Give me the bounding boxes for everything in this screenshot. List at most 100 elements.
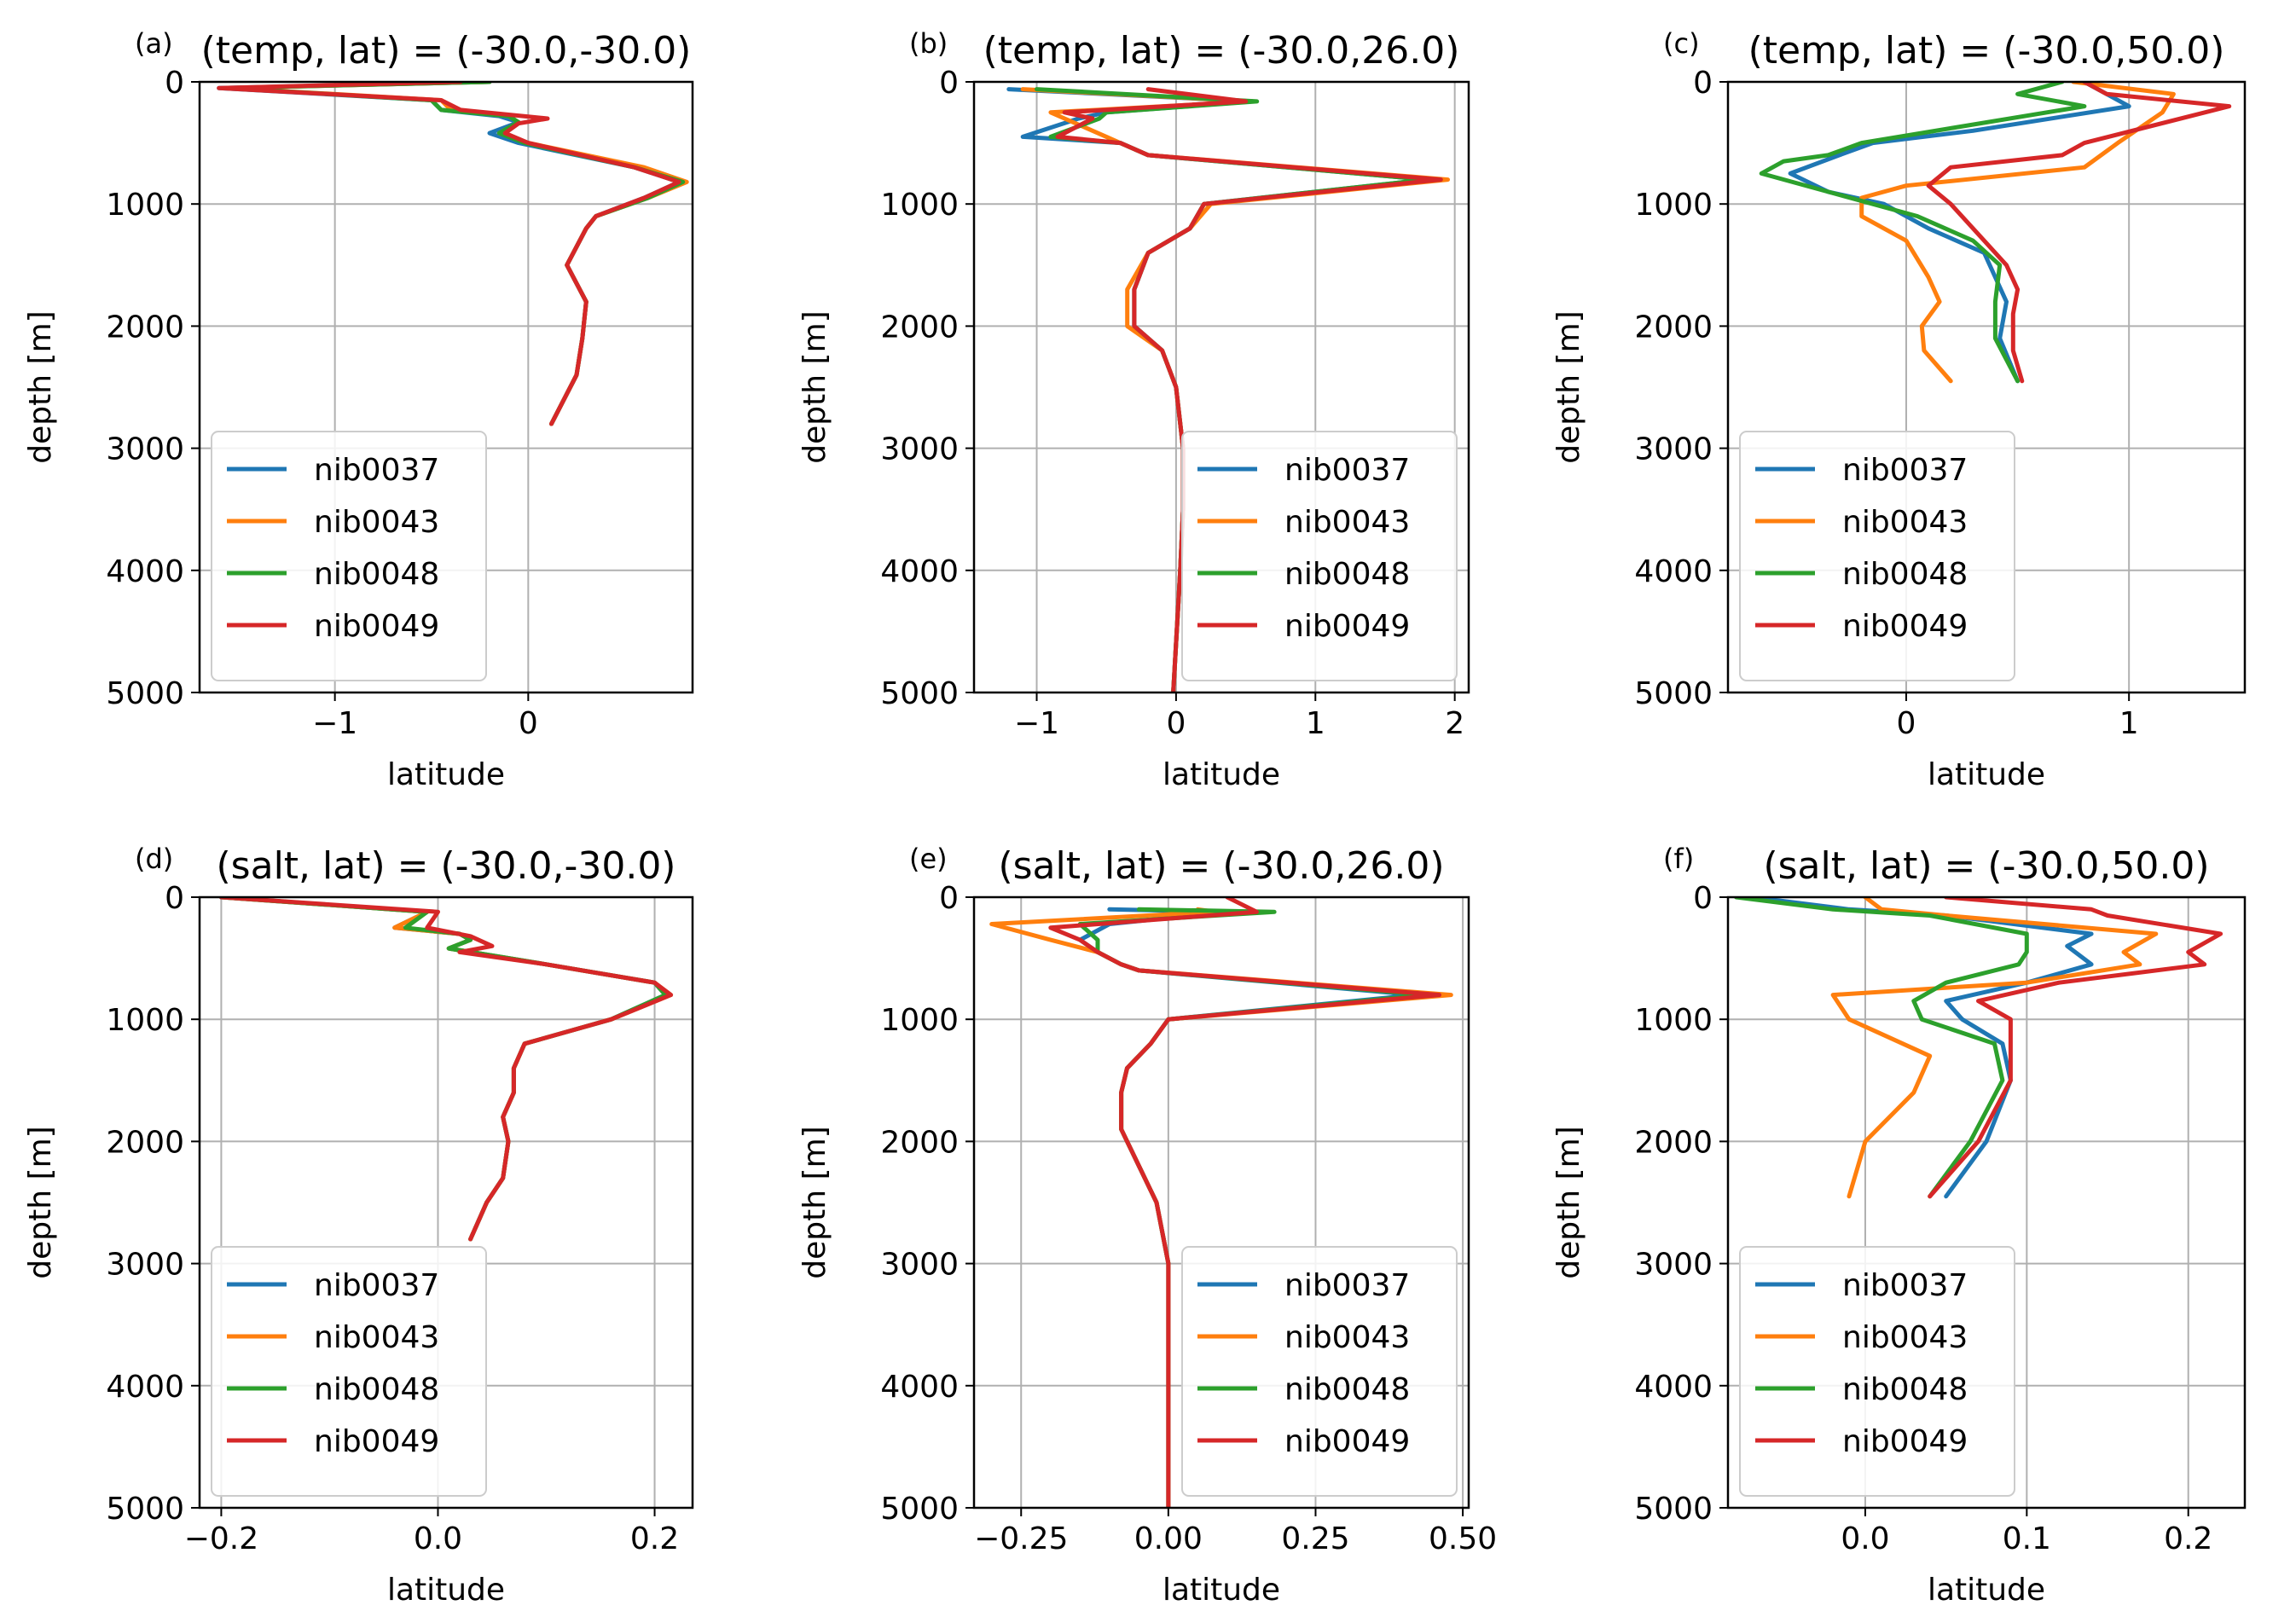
- x-axis-label: latitude: [387, 1573, 505, 1608]
- chart-title: (temp, lat) = (-30.0,-30.0): [201, 29, 692, 72]
- series-line-nib0049: [1048, 897, 1441, 1508]
- legend-box: [1181, 1246, 1458, 1497]
- y-tick-label: 3000: [880, 432, 959, 467]
- y-axis-label: depth [m]: [797, 310, 832, 463]
- legend-label: nib0049: [1842, 1424, 1968, 1459]
- legend-label: nib0048: [1284, 557, 1410, 592]
- y-tick-label: 3000: [106, 1248, 184, 1283]
- series-line-nib0043: [1859, 82, 2176, 384]
- y-tick-label: 5000: [880, 676, 959, 711]
- chart-title: (temp, lat) = (-30.0,26.0): [983, 29, 1460, 72]
- x-tick-label: 0.25: [1281, 1521, 1349, 1556]
- legend-label: nib0049: [1284, 609, 1410, 644]
- panel-b: −1 0 1 2 0 1000 2000 3000 4000 5000 latitude depth …: [797, 27, 1470, 792]
- y-tick-label: 1000: [880, 188, 959, 223]
- series-line-nib0049: [217, 82, 681, 426]
- legend-label: nib0037: [1284, 453, 1410, 488]
- legend-label: nib0048: [314, 557, 439, 592]
- legend: nib0037 nib0043 nib0048 nib0049: [1739, 1246, 2015, 1497]
- series-group: [1734, 897, 2224, 1199]
- series-line-nib0049: [218, 897, 674, 1242]
- legend: nib0037 nib0043 nib0048 nib0049: [1181, 431, 1458, 681]
- axes-frame: [1726, 895, 2247, 1510]
- x-tick-label: −0.2: [184, 1521, 258, 1556]
- y-tick-label: 0: [165, 881, 184, 916]
- x-axis-label: latitude: [1162, 1573, 1280, 1608]
- x-axis-label: latitude: [387, 757, 505, 792]
- series-line-nib0048: [226, 82, 686, 426]
- axes-frame: [1726, 80, 2247, 694]
- series-line-nib0037: [218, 897, 668, 1242]
- series-line-nib0037: [1749, 897, 2094, 1199]
- y-tick-label: 3000: [1634, 1248, 1713, 1283]
- series-line-nib0037: [217, 82, 681, 426]
- y-tick-label: 0: [1693, 66, 1713, 101]
- legend-label: nib0043: [314, 1320, 439, 1355]
- y-tick-label: 4000: [106, 554, 184, 589]
- panel-d: −0.2 0.0 0.2 0 1000 2000 3000 4000 5000 latitude d…: [23, 843, 694, 1608]
- x-axis-label: latitude: [1928, 757, 2045, 792]
- y-tick-label: 4000: [880, 1370, 959, 1405]
- y-tick-label: 1000: [106, 188, 184, 223]
- chart-title: (salt, lat) = (-30.0,50.0): [1763, 844, 2209, 888]
- y-axis-label: depth [m]: [1551, 1126, 1586, 1278]
- y-tick-label: 3000: [1634, 432, 1713, 467]
- series-line-nib0043: [1830, 897, 2159, 1199]
- legend-label: nib0037: [1842, 453, 1968, 488]
- y-tick-label: 0: [939, 881, 959, 916]
- legend-label: nib0043: [1284, 1320, 1410, 1355]
- x-tick-label: −1: [312, 706, 357, 741]
- x-tick-label: 0.50: [1429, 1521, 1497, 1556]
- panel-c: 0 1 0 1000 2000 3000 4000 5000 latitude depth [m]…: [1551, 27, 2247, 792]
- axes-frame: [198, 895, 694, 1510]
- y-tick-label: 4000: [1634, 554, 1713, 589]
- legend-label: nib0043: [1842, 1320, 1968, 1355]
- chart-title: (salt, lat) = (-30.0,-30.0): [217, 844, 676, 888]
- panel-letter: (b): [909, 27, 948, 60]
- panel-letter: (c): [1663, 27, 1700, 60]
- legend-label: nib0049: [314, 609, 439, 644]
- legend: nib0037 nib0043 nib0048 nib0049: [211, 431, 487, 681]
- series-line-nib0048: [218, 897, 668, 1242]
- legend-label: nib0037: [314, 1268, 439, 1303]
- legend-label: nib0048: [1284, 1372, 1410, 1407]
- y-tick-label: 1000: [1634, 1003, 1713, 1038]
- y-tick-label: 5000: [1634, 676, 1713, 711]
- series-line-nib0048: [1759, 82, 2087, 384]
- chart-title: (temp, lat) = (-30.0,50.0): [1748, 29, 2225, 72]
- y-axis-label: depth [m]: [797, 1126, 832, 1278]
- x-tick-label: 0.0: [414, 1521, 462, 1556]
- series-group: [989, 897, 1453, 1508]
- y-tick-label: 4000: [1634, 1370, 1713, 1405]
- x-tick-label: 2: [1445, 706, 1464, 741]
- series-line-nib0049: [1928, 897, 2224, 1199]
- panel-letter: (f): [1663, 843, 1694, 875]
- y-tick-label: 0: [1693, 881, 1713, 916]
- y-tick-label: 2000: [106, 310, 184, 345]
- y-tick-label: 3000: [106, 432, 184, 467]
- y-tick-label: 1000: [106, 1003, 184, 1038]
- y-tick-label: 2000: [1634, 1125, 1713, 1160]
- x-tick-label: 0.0: [1841, 1521, 1889, 1556]
- panel-letter: (d): [135, 843, 173, 875]
- legend-label: nib0043: [314, 505, 439, 540]
- series-group: [217, 82, 689, 426]
- legend: nib0037 nib0043 nib0048 nib0049: [1181, 1246, 1458, 1497]
- series-line-nib0043: [218, 897, 674, 1242]
- legend-label: nib0049: [1284, 1424, 1410, 1459]
- legend-label: nib0049: [314, 1424, 439, 1459]
- x-tick-label: −1: [1014, 706, 1059, 741]
- axes-frame: [972, 895, 1470, 1510]
- legend-box: [1181, 431, 1458, 681]
- x-tick-label: 0: [1166, 706, 1186, 741]
- legend-label: nib0048: [314, 1372, 439, 1407]
- y-tick-label: 1000: [880, 1003, 959, 1038]
- x-tick-label: 1: [2119, 706, 2139, 741]
- series-line-nib0048: [1734, 897, 2029, 1199]
- x-tick-label: 0.00: [1134, 1521, 1203, 1556]
- legend-label: nib0037: [314, 453, 439, 488]
- legend-label: nib0049: [1842, 609, 1968, 644]
- y-tick-label: 2000: [880, 1125, 959, 1160]
- y-axis-label: depth [m]: [1551, 310, 1586, 463]
